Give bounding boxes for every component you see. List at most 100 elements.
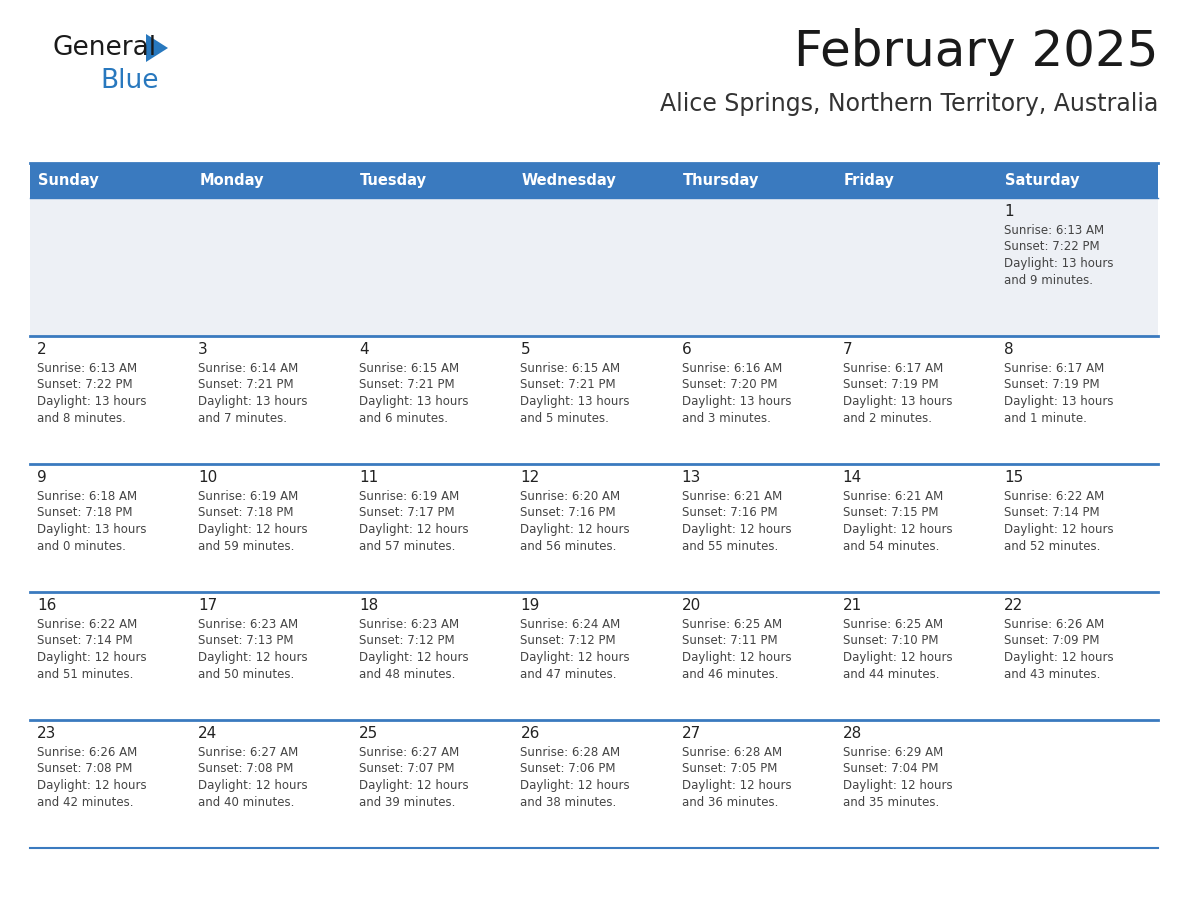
Bar (997, 198, 1158, 336)
Text: Daylight: 12 hours: Daylight: 12 hours (198, 523, 308, 536)
Text: Sunrise: 6:16 AM: Sunrise: 6:16 AM (682, 362, 782, 375)
Text: Sunrise: 6:19 AM: Sunrise: 6:19 AM (198, 490, 298, 503)
Text: Sunrise: 6:29 AM: Sunrise: 6:29 AM (842, 746, 943, 759)
Text: 13: 13 (682, 470, 701, 485)
Text: 21: 21 (842, 598, 862, 613)
Text: Daylight: 13 hours: Daylight: 13 hours (37, 395, 146, 408)
Text: Sunset: 7:10 PM: Sunset: 7:10 PM (842, 634, 939, 647)
Text: Daylight: 13 hours: Daylight: 13 hours (1004, 395, 1113, 408)
Text: 26: 26 (520, 726, 539, 741)
Text: Daylight: 12 hours: Daylight: 12 hours (37, 779, 146, 792)
Text: 5: 5 (520, 342, 530, 357)
Text: and 40 minutes.: and 40 minutes. (198, 796, 295, 809)
Bar (191, 464, 353, 592)
Text: 23: 23 (37, 726, 56, 741)
Text: Sunset: 7:12 PM: Sunset: 7:12 PM (520, 634, 617, 647)
Bar (835, 198, 997, 336)
Text: Sunrise: 6:18 AM: Sunrise: 6:18 AM (37, 490, 137, 503)
Text: Sunday: Sunday (38, 173, 99, 188)
Text: 10: 10 (198, 470, 217, 485)
Text: and 7 minutes.: and 7 minutes. (198, 411, 287, 424)
Text: Sunrise: 6:21 AM: Sunrise: 6:21 AM (842, 490, 943, 503)
Text: 24: 24 (198, 726, 217, 741)
Text: and 56 minutes.: and 56 minutes. (520, 540, 617, 553)
Text: and 36 minutes.: and 36 minutes. (682, 796, 778, 809)
Text: Sunset: 7:14 PM: Sunset: 7:14 PM (37, 634, 133, 647)
Text: Sunrise: 6:14 AM: Sunrise: 6:14 AM (198, 362, 298, 375)
Text: 7: 7 (842, 342, 852, 357)
Text: 12: 12 (520, 470, 539, 485)
Text: Daylight: 12 hours: Daylight: 12 hours (359, 651, 469, 664)
Text: Sunrise: 6:26 AM: Sunrise: 6:26 AM (37, 746, 138, 759)
Text: and 59 minutes.: and 59 minutes. (198, 540, 295, 553)
Text: General: General (52, 35, 156, 61)
Text: and 6 minutes.: and 6 minutes. (359, 411, 448, 424)
Text: Sunset: 7:06 PM: Sunset: 7:06 PM (520, 763, 615, 776)
Text: and 3 minutes.: and 3 minutes. (682, 411, 771, 424)
Text: Daylight: 13 hours: Daylight: 13 hours (359, 395, 469, 408)
Bar (835, 592, 997, 720)
Bar (353, 336, 513, 464)
Text: 15: 15 (1004, 470, 1023, 485)
Text: 8: 8 (1004, 342, 1013, 357)
Polygon shape (146, 34, 168, 62)
Text: Sunrise: 6:23 AM: Sunrise: 6:23 AM (359, 618, 460, 631)
Text: 18: 18 (359, 598, 379, 613)
Bar (30, 163, 191, 198)
Text: Sunrise: 6:28 AM: Sunrise: 6:28 AM (520, 746, 620, 759)
Text: and 46 minutes.: and 46 minutes. (682, 667, 778, 680)
Text: Daylight: 13 hours: Daylight: 13 hours (1004, 257, 1113, 270)
Bar (30, 464, 191, 592)
Text: Daylight: 13 hours: Daylight: 13 hours (842, 395, 953, 408)
Text: Daylight: 12 hours: Daylight: 12 hours (198, 651, 308, 664)
Text: Sunrise: 6:22 AM: Sunrise: 6:22 AM (37, 618, 138, 631)
Text: Sunrise: 6:27 AM: Sunrise: 6:27 AM (198, 746, 298, 759)
Text: Blue: Blue (100, 68, 158, 94)
Bar (30, 198, 191, 336)
Text: and 43 minutes.: and 43 minutes. (1004, 667, 1100, 680)
Text: Daylight: 12 hours: Daylight: 12 hours (842, 523, 953, 536)
Text: Daylight: 12 hours: Daylight: 12 hours (682, 779, 791, 792)
Text: 4: 4 (359, 342, 369, 357)
Text: and 55 minutes.: and 55 minutes. (682, 540, 778, 553)
Text: Sunset: 7:21 PM: Sunset: 7:21 PM (198, 378, 293, 391)
Text: Daylight: 12 hours: Daylight: 12 hours (520, 651, 630, 664)
Text: 19: 19 (520, 598, 539, 613)
Bar (513, 592, 675, 720)
Text: Sunset: 7:19 PM: Sunset: 7:19 PM (1004, 378, 1099, 391)
Bar (353, 464, 513, 592)
Text: Daylight: 12 hours: Daylight: 12 hours (1004, 651, 1113, 664)
Bar (997, 464, 1158, 592)
Text: Sunrise: 6:28 AM: Sunrise: 6:28 AM (682, 746, 782, 759)
Text: Daylight: 12 hours: Daylight: 12 hours (682, 651, 791, 664)
Text: and 48 minutes.: and 48 minutes. (359, 667, 456, 680)
Text: 11: 11 (359, 470, 379, 485)
Text: Thursday: Thursday (683, 173, 759, 188)
Bar (513, 198, 675, 336)
Text: 27: 27 (682, 726, 701, 741)
Text: and 42 minutes.: and 42 minutes. (37, 796, 133, 809)
Text: Sunrise: 6:27 AM: Sunrise: 6:27 AM (359, 746, 460, 759)
Text: Daylight: 12 hours: Daylight: 12 hours (682, 523, 791, 536)
Text: February 2025: February 2025 (794, 28, 1158, 76)
Text: and 2 minutes.: and 2 minutes. (842, 411, 931, 424)
Text: and 50 minutes.: and 50 minutes. (198, 667, 295, 680)
Text: Daylight: 12 hours: Daylight: 12 hours (198, 779, 308, 792)
Bar (30, 336, 191, 464)
Bar (513, 464, 675, 592)
Text: Daylight: 13 hours: Daylight: 13 hours (520, 395, 630, 408)
Text: 9: 9 (37, 470, 46, 485)
Text: Daylight: 12 hours: Daylight: 12 hours (520, 523, 630, 536)
Bar (835, 464, 997, 592)
Text: and 51 minutes.: and 51 minutes. (37, 667, 133, 680)
Text: Sunset: 7:04 PM: Sunset: 7:04 PM (842, 763, 939, 776)
Bar (353, 592, 513, 720)
Text: 3: 3 (198, 342, 208, 357)
Text: Friday: Friday (843, 173, 895, 188)
Text: Sunset: 7:21 PM: Sunset: 7:21 PM (359, 378, 455, 391)
Bar (513, 336, 675, 464)
Text: Daylight: 12 hours: Daylight: 12 hours (359, 779, 469, 792)
Bar (30, 720, 191, 848)
Text: Daylight: 12 hours: Daylight: 12 hours (1004, 523, 1113, 536)
Text: Sunset: 7:21 PM: Sunset: 7:21 PM (520, 378, 617, 391)
